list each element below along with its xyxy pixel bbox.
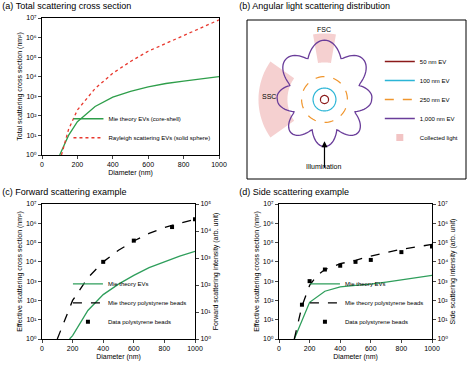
svg-text:10⁰: 10⁰	[437, 335, 448, 342]
svg-text:FSC: FSC	[317, 26, 331, 33]
svg-text:Mie theory polystyrene beads: Mie theory polystyrene beads	[345, 300, 423, 306]
svg-text:1,000 nm EV: 1,000 nm EV	[420, 116, 455, 122]
svg-text:Mie theory EVs: Mie theory EVs	[108, 281, 149, 287]
svg-text:10¹: 10¹	[437, 316, 448, 323]
svg-text:10⁶: 10⁶	[437, 220, 448, 227]
svg-text:Mie theory EVs (core-shell): Mie theory EVs (core-shell)	[108, 116, 180, 122]
svg-text:Total scattering cross section: Total scattering cross section (nm²)	[16, 32, 24, 141]
svg-text:Collected light: Collected light	[420, 135, 458, 141]
svg-text:10¹: 10¹	[26, 316, 37, 323]
svg-text:10⁵: 10⁵	[200, 200, 211, 207]
svg-text:200: 200	[67, 345, 79, 352]
svg-text:10⁴: 10⁴	[26, 258, 37, 265]
svg-text:10³: 10³	[200, 254, 211, 261]
svg-text:10²: 10²	[200, 281, 211, 288]
svg-text:Mie theory polystyrene beads: Mie theory polystyrene beads	[108, 300, 186, 306]
svg-text:200: 200	[72, 161, 84, 168]
svg-text:(a) Total scattering cross sec: (a) Total scattering cross section	[2, 1, 131, 11]
svg-text:800: 800	[396, 345, 408, 352]
svg-text:10⁷: 10⁷	[26, 14, 37, 21]
svg-text:10⁰: 10⁰	[200, 335, 211, 342]
svg-text:10⁵: 10⁵	[437, 239, 448, 246]
svg-text:10⁷: 10⁷	[437, 200, 448, 207]
svg-text:10⁰: 10⁰	[263, 335, 274, 342]
svg-text:(d) Side scattering example: (d) Side scattering example	[239, 187, 349, 197]
svg-text:0: 0	[277, 345, 281, 352]
svg-text:10³: 10³	[437, 278, 448, 285]
svg-text:1000: 1000	[424, 345, 440, 352]
svg-text:10⁶: 10⁶	[26, 34, 37, 41]
svg-text:Data polystyrene beads: Data polystyrene beads	[108, 319, 171, 325]
svg-text:10³: 10³	[263, 278, 274, 285]
svg-text:10⁰: 10⁰	[26, 335, 37, 342]
svg-text:Diameter (nm): Diameter (nm)	[108, 169, 153, 177]
svg-text:10¹: 10¹	[263, 316, 274, 323]
svg-text:10²: 10²	[26, 112, 37, 119]
svg-text:600: 600	[365, 345, 377, 352]
svg-text:400: 400	[334, 345, 346, 352]
svg-text:0: 0	[40, 345, 44, 352]
svg-text:10⁷: 10⁷	[26, 200, 37, 207]
svg-text:100 nm EV: 100 nm EV	[420, 78, 450, 84]
svg-text:800: 800	[178, 161, 190, 168]
svg-text:10³: 10³	[26, 93, 37, 100]
svg-text:250 nm EV: 250 nm EV	[420, 97, 450, 103]
svg-text:Effective scattering cross sec: Effective scattering cross section (nm²)	[253, 211, 261, 331]
svg-text:200: 200	[304, 345, 316, 352]
svg-text:SSC: SSC	[262, 93, 276, 100]
svg-text:10⁶: 10⁶	[263, 220, 274, 227]
svg-text:10⁰: 10⁰	[26, 151, 37, 158]
svg-text:10⁴: 10⁴	[26, 73, 37, 80]
svg-text:10¹: 10¹	[26, 132, 37, 139]
svg-text:10²: 10²	[437, 297, 448, 304]
svg-text:10⁴: 10⁴	[263, 258, 274, 265]
svg-text:Diameter (nm): Diameter (nm)	[333, 353, 378, 361]
svg-text:Data polystyrene beads: Data polystyrene beads	[345, 319, 408, 325]
svg-text:600: 600	[128, 345, 140, 352]
svg-text:Effective scattering cross sec: Effective scattering cross section (nm²)	[16, 211, 24, 331]
svg-text:10³: 10³	[26, 278, 37, 285]
svg-text:10²: 10²	[263, 297, 274, 304]
svg-text:10¹: 10¹	[200, 308, 211, 315]
svg-text:Diameter (nm): Diameter (nm)	[96, 353, 141, 361]
svg-text:Mie theory EVs: Mie theory EVs	[345, 281, 386, 287]
svg-text:10⁵: 10⁵	[26, 54, 37, 61]
svg-text:400: 400	[97, 345, 109, 352]
svg-text:800: 800	[159, 345, 171, 352]
svg-text:10⁷: 10⁷	[263, 200, 274, 207]
svg-text:Side scattering intensity (arb: Side scattering intensity (arb. unit)	[449, 219, 457, 325]
svg-text:10⁵: 10⁵	[263, 239, 274, 246]
svg-text:Forward scattering intensity (: Forward scattering intensity (arb. unit)	[212, 213, 220, 331]
svg-text:1000: 1000	[211, 161, 227, 168]
svg-text:1000: 1000	[187, 345, 203, 352]
svg-text:400: 400	[107, 161, 119, 168]
svg-text:0: 0	[40, 161, 44, 168]
svg-text:10⁵: 10⁵	[26, 239, 37, 246]
svg-text:(b) Angular light scattering d: (b) Angular light scattering distributio…	[239, 1, 390, 11]
svg-text:10²: 10²	[26, 297, 37, 304]
svg-text:600: 600	[142, 161, 154, 168]
svg-text:10⁴: 10⁴	[200, 227, 211, 234]
svg-text:50 nm EV: 50 nm EV	[420, 59, 446, 65]
svg-text:Rayleigh scattering EVs (solid: Rayleigh scattering EVs (solid sphere)	[108, 135, 210, 141]
svg-text:Illumination: Illumination	[306, 163, 342, 170]
svg-text:(c) Forward scattering example: (c) Forward scattering example	[2, 187, 126, 197]
svg-text:10⁴: 10⁴	[437, 258, 448, 265]
svg-text:10⁶: 10⁶	[26, 220, 37, 227]
